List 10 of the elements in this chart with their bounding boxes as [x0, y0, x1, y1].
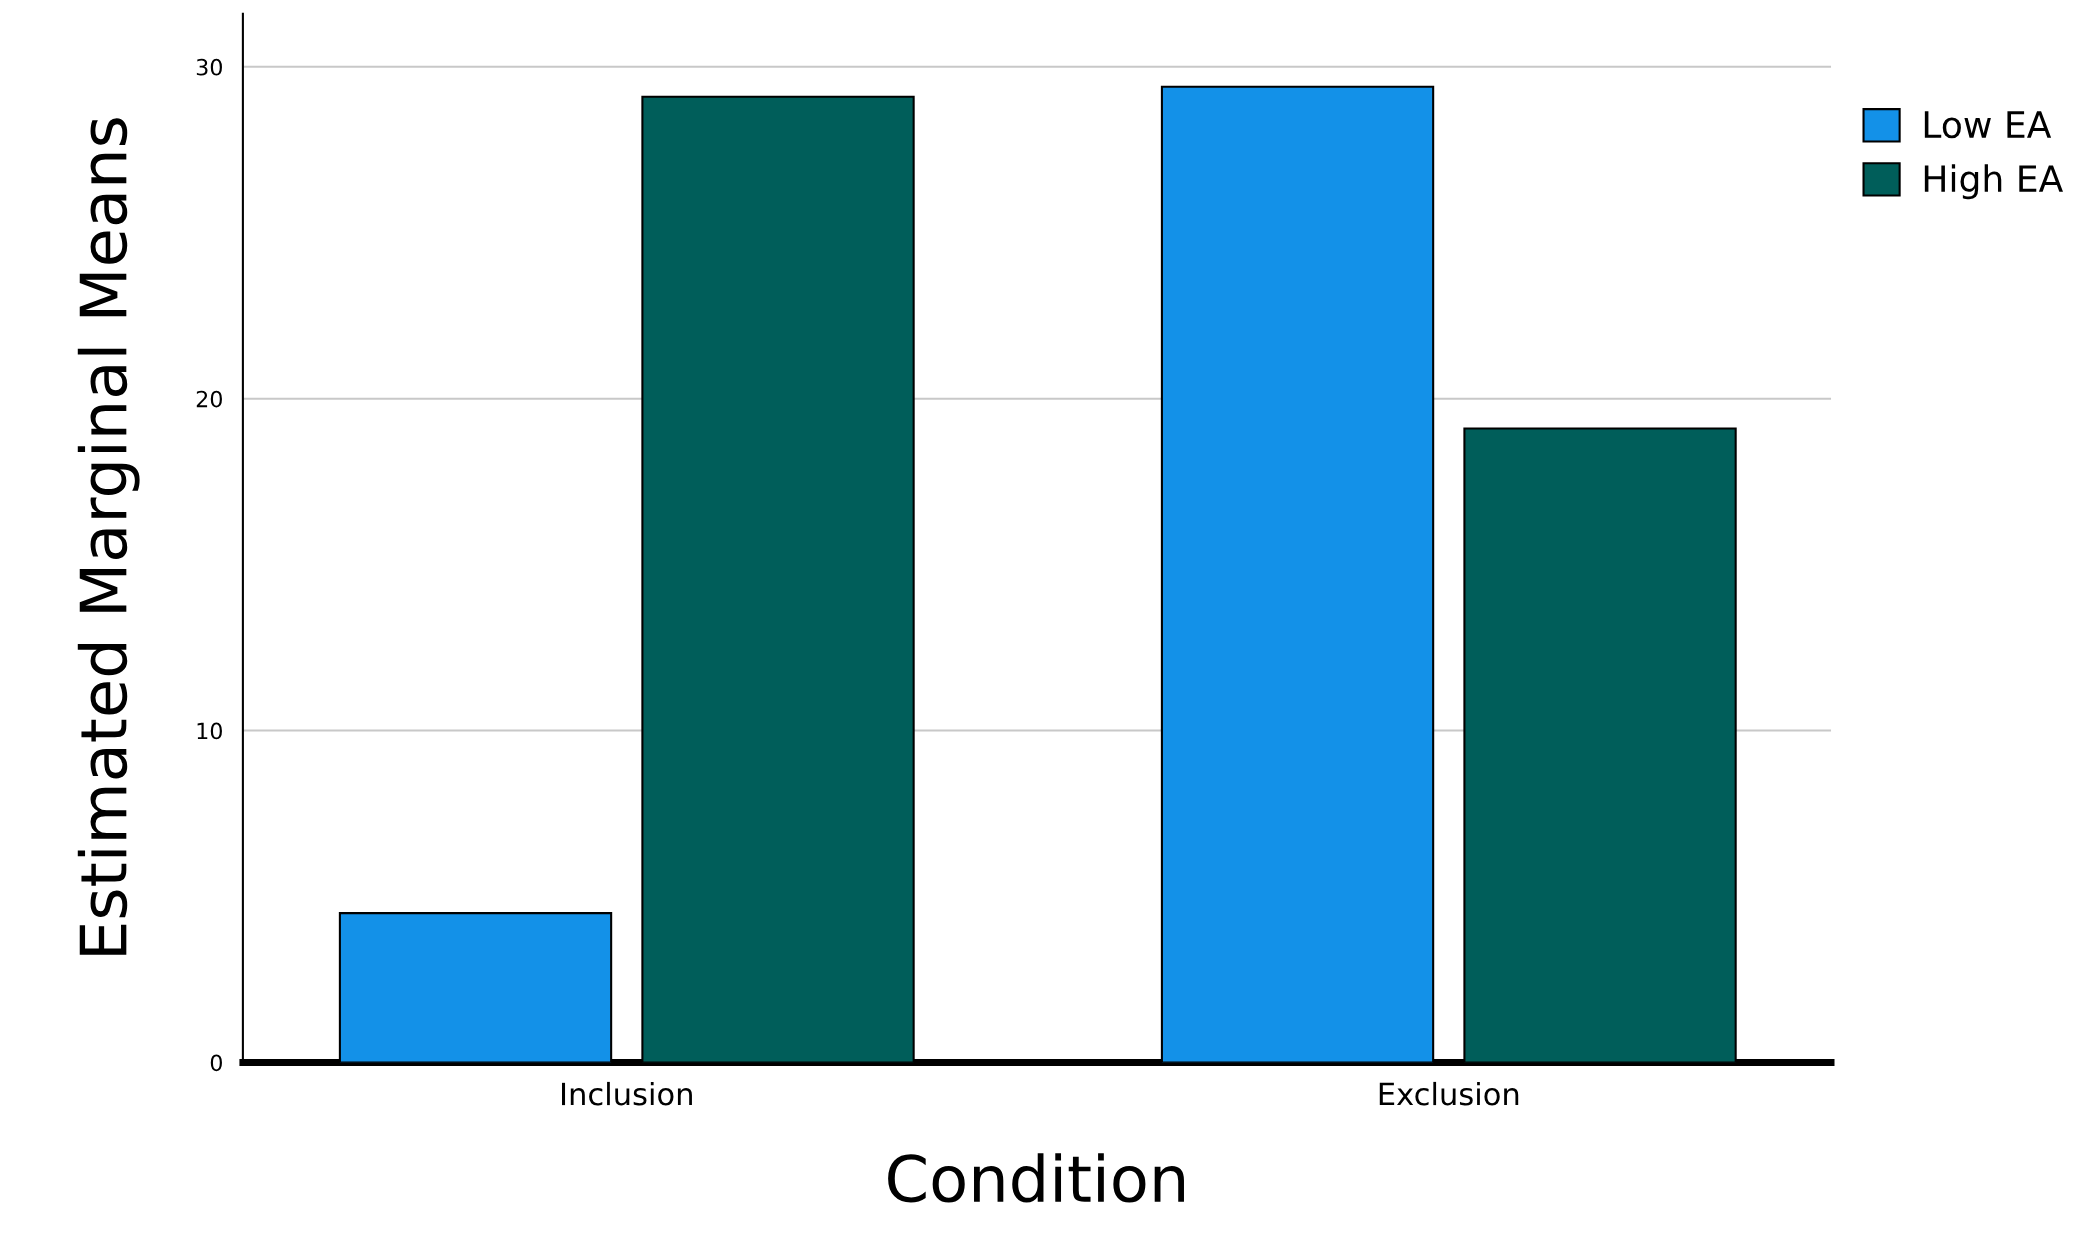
legend-label: High EA [1924, 164, 2063, 200]
y-tick-label: 20 [196, 390, 222, 408]
x-axis-title: Condition [888, 1153, 1184, 1203]
y-tick-label: 10 [197, 722, 222, 740]
y-axis-title: Estimated Marginal Means [77, 118, 140, 955]
y-tick-label: 30 [196, 58, 222, 76]
x-tick-label: Inclusion [562, 1081, 692, 1106]
legend-label: Low EA [1924, 111, 2052, 139]
x-tick-label: Exclusion [1379, 1081, 1519, 1106]
y-tick-label: 0 [210, 1054, 222, 1072]
